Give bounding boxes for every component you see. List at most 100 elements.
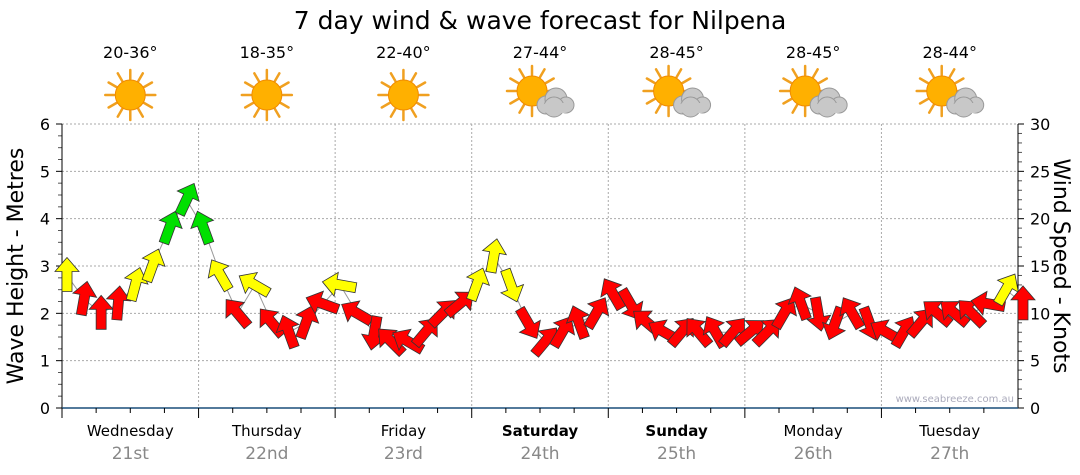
watermark: www.seabreeze.com.au xyxy=(896,394,1014,405)
axes: 0 01 52 103 154 205 256 30 xyxy=(40,115,1050,418)
arrow-shape xyxy=(515,305,541,339)
right-tick-label: 15 xyxy=(1030,257,1050,276)
arrow-shape xyxy=(141,248,166,284)
sun-ray xyxy=(410,72,418,83)
sun-ray xyxy=(416,101,427,109)
sun-ray xyxy=(107,101,118,109)
sun-cloud-icon xyxy=(915,64,985,118)
wind-arrows xyxy=(54,182,1036,358)
day-date: 24th xyxy=(520,444,559,464)
day-temperature: 28-44° xyxy=(922,43,977,62)
sun-ray xyxy=(918,77,930,85)
arrow-shape xyxy=(295,305,320,341)
left-tick-label: 3 xyxy=(40,257,50,276)
sun-ray xyxy=(273,107,281,118)
wind-arrow xyxy=(821,305,847,341)
sun-icon xyxy=(377,68,430,122)
sun-ray xyxy=(389,72,397,83)
cloud-shape xyxy=(673,87,712,118)
sun-ray xyxy=(518,68,526,79)
sun-ray xyxy=(279,81,290,89)
sun-ray xyxy=(681,77,692,85)
wind-arrow xyxy=(549,316,576,350)
arrow-shape xyxy=(72,280,98,317)
wind-arrow xyxy=(141,248,166,284)
sun-ray xyxy=(817,77,829,85)
sun-ray xyxy=(675,68,683,79)
wind-arrow xyxy=(72,280,98,317)
sun-cloud-icon xyxy=(642,64,712,118)
day-date: 27th xyxy=(930,444,969,464)
wind-arrow xyxy=(499,267,525,303)
wind-arrow xyxy=(295,305,320,341)
arrow-shape xyxy=(410,318,438,349)
sun-ray xyxy=(927,103,935,114)
wind-arrow xyxy=(600,278,627,312)
sun-ray xyxy=(142,81,154,89)
arrow-shape xyxy=(940,301,971,329)
sun-ray xyxy=(645,97,656,105)
sun-ray xyxy=(782,77,793,85)
right-tick-label: 20 xyxy=(1030,210,1050,229)
day-temperature: 20-36° xyxy=(103,43,158,62)
day-temperature: 28-45° xyxy=(649,43,704,62)
arrow-shape xyxy=(686,318,714,349)
sun-ray xyxy=(654,103,662,114)
sun-disc xyxy=(387,79,419,111)
sun-ray xyxy=(416,81,427,89)
arrow-shape xyxy=(751,319,781,348)
arrow-shape xyxy=(549,316,576,350)
wind-arrow xyxy=(940,301,971,329)
cloud-base xyxy=(951,103,980,113)
sun-icon xyxy=(240,68,294,122)
chart-title: 7 day wind & wave forecast for Nilpena xyxy=(294,6,787,35)
grid xyxy=(62,123,1018,408)
right-tick-label: 5 xyxy=(1030,352,1040,371)
sun-ray xyxy=(948,68,956,79)
sun-ray xyxy=(253,72,261,83)
cloud-shape xyxy=(536,87,575,118)
arrow-shape xyxy=(174,182,200,217)
wind-arrow xyxy=(787,286,812,322)
wind-arrow xyxy=(54,256,80,292)
sun-cloud-icon xyxy=(505,64,575,118)
wind-arrow xyxy=(174,182,200,217)
arrow-shape xyxy=(970,290,1006,316)
right-tick-label: 25 xyxy=(1030,162,1050,181)
cloud-shape xyxy=(946,87,985,118)
sun-ray xyxy=(954,77,965,85)
arrow-shape xyxy=(583,297,610,331)
left-tick-label: 2 xyxy=(40,304,50,323)
arrow-shape xyxy=(321,271,358,297)
sun-ray xyxy=(544,77,555,85)
arrow-shape xyxy=(275,314,300,350)
cloud-base xyxy=(815,103,844,113)
arrow-shape xyxy=(465,267,491,303)
wind-arrow xyxy=(565,305,591,341)
arrow-shape xyxy=(158,210,183,246)
right-tick-label: 10 xyxy=(1030,304,1050,323)
sun-ray xyxy=(654,68,662,79)
arrow-shape xyxy=(565,305,591,341)
sun-ray xyxy=(273,72,281,83)
day-temperature: 27-44° xyxy=(513,43,568,62)
cloud-shape xyxy=(809,87,848,118)
wind-arrow xyxy=(515,305,541,339)
arrow-shape xyxy=(1010,285,1036,321)
arrow-shape xyxy=(821,305,847,341)
day-name: Friday xyxy=(381,422,427,440)
cloud-base xyxy=(542,103,570,113)
wind-arrow xyxy=(321,271,358,297)
arrow-shape xyxy=(305,290,341,315)
day-date: 22nd xyxy=(245,444,288,464)
arrow-shape xyxy=(54,256,80,292)
arrow-shape xyxy=(105,285,132,321)
wind-arrow xyxy=(238,271,272,298)
sun-ray xyxy=(791,68,799,79)
wind-arrow xyxy=(88,294,115,330)
sun-ray xyxy=(137,107,145,118)
sun-ray xyxy=(380,101,391,109)
day-name: Monday xyxy=(784,422,843,440)
arrow-shape xyxy=(225,299,253,330)
